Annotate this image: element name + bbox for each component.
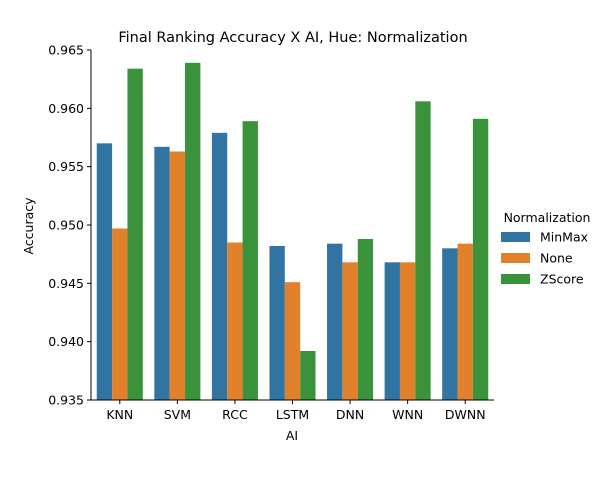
chart-title: Final Ranking Accuracy X AI, Hue: Normal… xyxy=(118,30,467,46)
x-axis-label: AI xyxy=(286,428,298,443)
x-tick-label: WNN xyxy=(392,407,423,422)
legend-label-zscore: ZScore xyxy=(540,272,584,287)
bar-none-rcc xyxy=(227,242,243,400)
bar-zscore-svm xyxy=(185,62,201,400)
y-tick-label: 0.935 xyxy=(48,393,84,408)
x-tick-label: LSTM xyxy=(276,407,309,422)
x-tick-label: KNN xyxy=(106,407,133,422)
x-tick-label: RCC xyxy=(222,407,248,422)
bar-none-svm xyxy=(169,151,186,400)
legend-title: Normalization xyxy=(504,210,591,225)
bar-minmax-lstm xyxy=(269,246,285,400)
legend: Normalization MinMax None ZScore xyxy=(501,210,590,287)
bar-minmax-svm xyxy=(154,146,170,400)
bar-none-wnn xyxy=(399,262,416,400)
bar-none-dwnn xyxy=(457,243,473,400)
bar-none-knn xyxy=(112,228,128,400)
y-tick-label: 0.955 xyxy=(48,159,84,174)
y-tick-label: 0.950 xyxy=(48,218,84,233)
bar-minmax-rcc xyxy=(211,132,228,400)
legend-label-none: None xyxy=(540,251,573,266)
y-axis-label: Accuracy xyxy=(21,197,36,255)
bar-minmax-dnn xyxy=(327,243,343,400)
bar-none-dnn xyxy=(342,262,358,400)
bar-zscore-rcc xyxy=(242,121,258,401)
legend-label-minmax: MinMax xyxy=(540,230,588,245)
x-tick-label: DWNN xyxy=(445,407,486,422)
y-tick-label: 0.965 xyxy=(48,43,84,58)
y-tick-label: 0.960 xyxy=(48,101,84,116)
x-tick-label: SVM xyxy=(164,407,191,422)
bar-zscore-wnn xyxy=(415,101,431,400)
bar-zscore-knn xyxy=(127,68,143,401)
bar-zscore-lstm xyxy=(300,351,316,400)
legend-swatch-zscore xyxy=(501,274,530,284)
bar-zscore-dnn xyxy=(357,239,374,400)
bar-minmax-dwnn xyxy=(442,248,458,400)
legend-swatch-none xyxy=(501,253,530,263)
y-tick-label: 0.945 xyxy=(48,276,84,291)
bar-minmax-wnn xyxy=(384,262,400,400)
bar-minmax-knn xyxy=(96,143,113,400)
bar-zscore-dwnn xyxy=(472,118,489,400)
y-tick-label: 0.940 xyxy=(48,334,84,349)
plot-area: 0.935 0.940 0.945 0.950 0.955 0.960 0.965 KNN SV… xyxy=(48,43,494,422)
bar-none-lstm xyxy=(284,282,301,400)
legend-swatch-minmax xyxy=(501,232,530,242)
x-tick-label: DNN xyxy=(336,407,364,422)
